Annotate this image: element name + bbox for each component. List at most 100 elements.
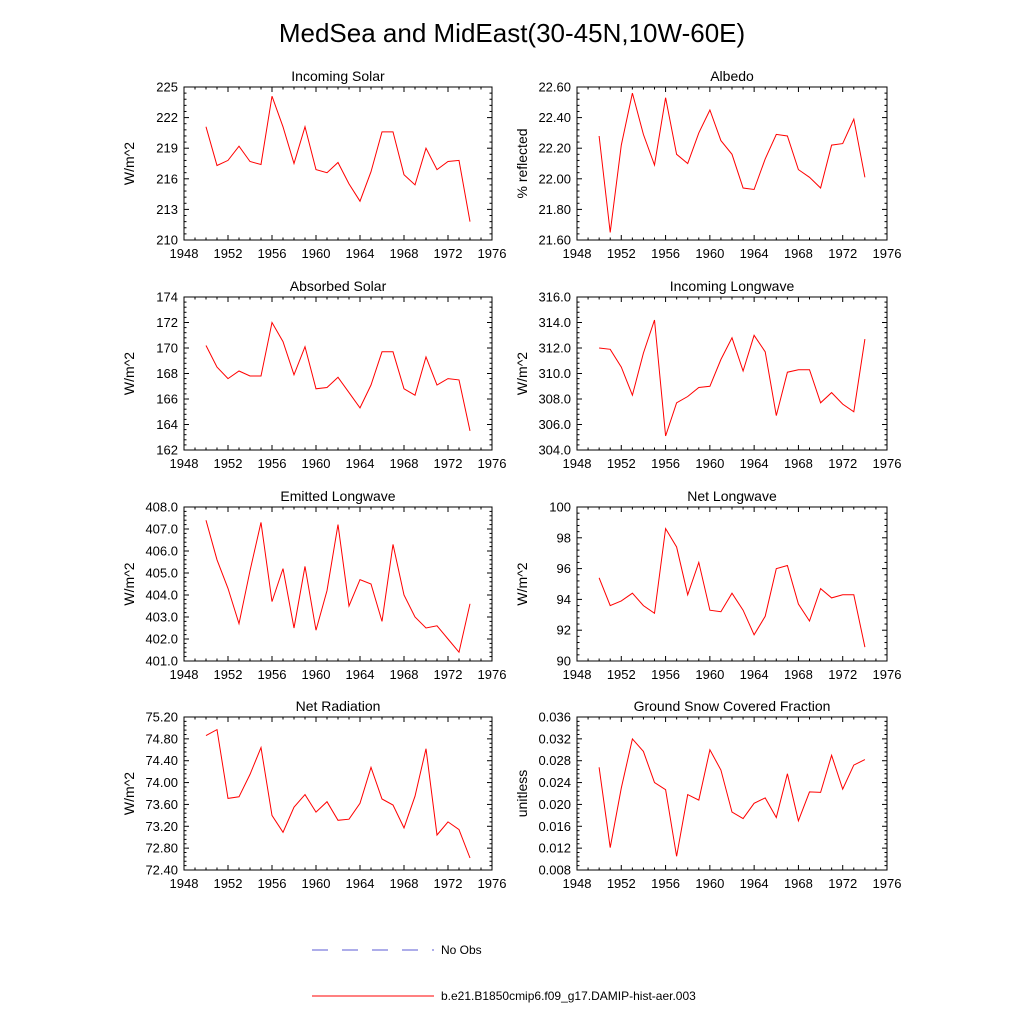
series-line-incoming-solar	[205, 96, 471, 222]
x-tick-label: 1976	[478, 667, 507, 682]
x-tick-label: 1948	[170, 667, 199, 682]
y-tick-label: 75.20	[145, 710, 178, 725]
panel-albedo: Albedo % reflected 1948 1952 1956 1960 1964 196…	[514, 68, 901, 261]
y-tick-label: 219	[156, 141, 178, 156]
panel-frame-absorbed-solar	[183, 296, 493, 451]
y-tick-label: 407.0	[145, 522, 178, 537]
legend-model-label: b.e21.B1850cmip6.f09_g17.DAMIP-hist-aer.…	[441, 989, 696, 1003]
y-tick-label: 98	[557, 530, 571, 545]
panels-group: Incoming Solar W/m^2 1948 1952 1956 1960 1964 1…	[121, 68, 901, 891]
y-tick-label: 74.00	[145, 775, 178, 790]
y-tick-label: 172	[156, 315, 178, 330]
y-tick-label: 100	[549, 500, 571, 515]
panel-title-emitted-longwave: Emitted Longwave	[280, 488, 395, 504]
y-tick-label: 0.028	[538, 753, 571, 768]
series-line-incoming-longwave	[599, 319, 866, 437]
series-line-net-radiation	[205, 728, 471, 859]
panel-title-albedo: Albedo	[710, 68, 754, 84]
y-tick-label: 0.008	[538, 863, 571, 878]
y-axis-label-incoming-longwave: W/m^2	[514, 352, 530, 395]
y-tick-label: 0.012	[538, 841, 571, 856]
y-tick-label: 94	[557, 592, 571, 607]
x-tick-label: 1952	[214, 246, 243, 261]
x-tick-label: 1956	[258, 876, 287, 891]
x-tick-label: 1968	[390, 667, 419, 682]
x-tick-label: 1964	[740, 667, 769, 682]
legend: No Obs b.e21.B1850cmip6.f09_g17.DAMIP-hi…	[312, 943, 696, 1003]
x-tick-label: 1968	[784, 456, 813, 471]
x-tick-label: 1976	[478, 876, 507, 891]
x-tick-label: 1960	[302, 876, 331, 891]
x-tick-label: 1948	[563, 667, 592, 682]
y-tick-label: 74.40	[145, 753, 178, 768]
y-tick-label: 174	[156, 290, 178, 305]
panel-emitted-longwave: Emitted Longwave W/m^2 1948 1952 1956 1960 196…	[121, 488, 506, 682]
y-tick-label: 403.0	[145, 610, 178, 625]
panel-net-longwave: Net Longwave W/m^2 1948 1952 1956 1960 1964 196…	[514, 488, 901, 682]
y-tick-label: 21.60	[538, 233, 571, 248]
y-tick-label: 304.0	[538, 443, 571, 458]
x-tick-label: 1956	[258, 667, 287, 682]
y-tick-label: 22.60	[538, 80, 571, 95]
panel-absorbed-solar: Absorbed Solar W/m^2 1948 1952 1956 1960 1964 1…	[121, 278, 506, 471]
x-tick-label: 1972	[828, 876, 857, 891]
panel-ground-snow-covered-fraction: Ground Snow Covered Fraction unitless 1948…	[514, 698, 901, 891]
y-tick-label: 210	[156, 233, 178, 248]
x-tick-label: 1960	[302, 456, 331, 471]
panel-incoming-longwave: Incoming Longwave W/m^2 1948 1952 1956 1960 19…	[514, 278, 901, 471]
panel-frame-ground-snow-covered-fraction	[576, 716, 888, 871]
panel-title-net-longwave: Net Longwave	[687, 488, 777, 504]
y-tick-label: 90	[557, 654, 571, 669]
y-tick-label: 74.80	[145, 731, 178, 746]
x-tick-label: 1976	[478, 246, 507, 261]
panel-frame-net-longwave	[576, 506, 888, 662]
y-tick-label: 0.024	[538, 775, 571, 790]
x-tick-label: 1960	[695, 876, 724, 891]
y-tick-label: 73.20	[145, 819, 178, 834]
x-tick-label: 1952	[214, 876, 243, 891]
x-tick-label: 1968	[390, 246, 419, 261]
x-tick-label: 1964	[740, 876, 769, 891]
x-tick-label: 1968	[784, 876, 813, 891]
series-line-emitted-longwave	[205, 520, 471, 654]
y-tick-label: 164	[156, 417, 178, 432]
panel-title-ground-snow-covered-fraction: Ground Snow Covered Fraction	[634, 698, 831, 714]
y-tick-label: 21.80	[538, 202, 571, 217]
y-tick-label: 312.0	[538, 341, 571, 356]
y-tick-label: 408.0	[145, 500, 178, 515]
y-tick-label: 213	[156, 202, 178, 217]
x-tick-label: 1948	[170, 246, 199, 261]
x-tick-label: 1948	[563, 456, 592, 471]
x-tick-label: 1952	[214, 667, 243, 682]
panel-title-net-radiation: Net Radiation	[296, 698, 381, 714]
x-tick-label: 1948	[563, 246, 592, 261]
y-tick-label: 404.0	[145, 588, 178, 603]
x-tick-label: 1964	[346, 876, 375, 891]
y-axis-label-absorbed-solar: W/m^2	[121, 352, 137, 395]
x-tick-label: 1960	[302, 667, 331, 682]
x-tick-label: 1956	[258, 456, 287, 471]
y-tick-label: 216	[156, 171, 178, 186]
y-tick-label: 0.020	[538, 797, 571, 812]
x-tick-label: 1952	[607, 246, 636, 261]
x-tick-label: 1960	[302, 246, 331, 261]
x-tick-label: 1968	[784, 667, 813, 682]
panel-title-incoming-longwave: Incoming Longwave	[670, 278, 795, 294]
y-axis-label-net-longwave: W/m^2	[514, 562, 530, 605]
y-tick-label: 222	[156, 110, 178, 125]
x-tick-label: 1952	[607, 456, 636, 471]
y-axis-label-incoming-solar: W/m^2	[121, 142, 137, 185]
panel-net-radiation: Net Radiation W/m^2 1948 1952 1956 1960 1964 19…	[121, 698, 506, 891]
y-tick-label: 72.80	[145, 841, 178, 856]
y-tick-label: 316.0	[538, 290, 571, 305]
x-tick-label: 1948	[170, 876, 199, 891]
y-tick-label: 306.0	[538, 417, 571, 432]
y-tick-label: 0.036	[538, 710, 571, 725]
x-tick-label: 1964	[346, 456, 375, 471]
x-tick-label: 1960	[695, 246, 724, 261]
x-tick-label: 1972	[434, 667, 463, 682]
panel-incoming-solar: Incoming Solar W/m^2 1948 1952 1956 1960 1964 1…	[121, 68, 506, 261]
x-tick-label: 1972	[828, 246, 857, 261]
x-tick-label: 1968	[390, 876, 419, 891]
x-tick-label: 1956	[258, 246, 287, 261]
